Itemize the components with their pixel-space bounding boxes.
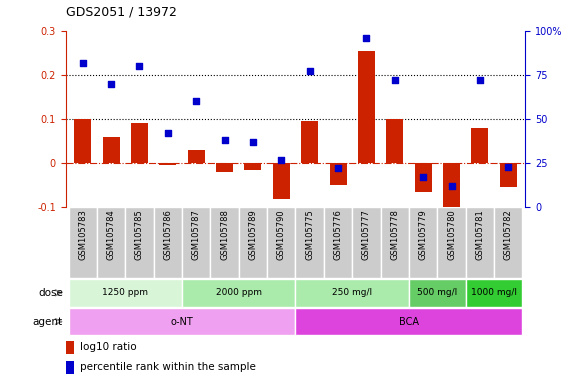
Text: GSM105779: GSM105779 [419, 210, 428, 260]
Text: GSM105777: GSM105777 [362, 210, 371, 260]
Text: o-NT: o-NT [171, 316, 194, 327]
Text: GDS2051 / 13972: GDS2051 / 13972 [66, 6, 176, 19]
Text: GSM105782: GSM105782 [504, 210, 513, 260]
Text: GSM105776: GSM105776 [333, 210, 343, 260]
Point [390, 77, 399, 83]
Point [163, 130, 172, 136]
Bar [103, 137, 119, 163]
Bar [182, 279, 296, 306]
Point [220, 137, 229, 143]
Bar [154, 207, 182, 278]
Text: 1250 ppm: 1250 ppm [102, 288, 148, 297]
Point [333, 166, 343, 172]
Text: GSM105787: GSM105787 [192, 210, 200, 260]
Bar [358, 51, 375, 163]
Point [305, 68, 314, 74]
Point [192, 98, 201, 104]
Text: GSM105778: GSM105778 [391, 210, 399, 260]
Point [362, 35, 371, 41]
Bar [296, 207, 324, 278]
Text: GSM105790: GSM105790 [277, 210, 286, 260]
Bar [66, 361, 74, 374]
Text: GSM105788: GSM105788 [220, 210, 229, 260]
Text: GSM105781: GSM105781 [476, 210, 484, 260]
Text: GSM105783: GSM105783 [78, 210, 87, 260]
Point [135, 63, 144, 69]
Text: log10 ratio: log10 ratio [80, 343, 137, 353]
Bar [352, 207, 381, 278]
Text: percentile rank within the sample: percentile rank within the sample [80, 362, 256, 372]
Text: BCA: BCA [399, 316, 419, 327]
Text: 250 mg/l: 250 mg/l [332, 288, 372, 297]
Bar [216, 163, 233, 172]
Text: 500 mg/l: 500 mg/l [417, 288, 457, 297]
Text: GSM105780: GSM105780 [447, 210, 456, 260]
Bar [409, 207, 437, 278]
Point [248, 139, 258, 145]
Point [504, 164, 513, 170]
Text: 1000 mg/l: 1000 mg/l [471, 288, 517, 297]
Bar [500, 163, 517, 187]
Bar [381, 207, 409, 278]
Bar [296, 308, 522, 336]
Bar [131, 124, 148, 163]
Text: GSM105789: GSM105789 [248, 210, 258, 260]
Point [475, 77, 484, 83]
Bar [296, 279, 409, 306]
Bar [188, 150, 204, 163]
Point [107, 81, 116, 87]
Bar [329, 163, 347, 185]
Bar [494, 207, 522, 278]
Bar [210, 207, 239, 278]
Bar [387, 119, 403, 163]
Bar [125, 207, 154, 278]
Text: 2000 ppm: 2000 ppm [216, 288, 262, 297]
Text: GSM105785: GSM105785 [135, 210, 144, 260]
Bar [409, 279, 466, 306]
Text: agent: agent [33, 316, 63, 327]
Bar [472, 128, 488, 163]
Bar [466, 207, 494, 278]
Bar [69, 279, 182, 306]
Bar [182, 207, 210, 278]
Point [447, 183, 456, 189]
Text: GSM105775: GSM105775 [305, 210, 314, 260]
Bar [244, 163, 262, 170]
Bar [159, 163, 176, 166]
Point [277, 157, 286, 163]
Bar [437, 207, 466, 278]
Bar [466, 279, 522, 306]
Bar [97, 207, 125, 278]
Bar [273, 163, 290, 199]
Bar [443, 163, 460, 207]
Bar [415, 163, 432, 192]
Bar [301, 121, 318, 163]
Text: GSM105784: GSM105784 [107, 210, 115, 260]
Bar [267, 207, 296, 278]
Point [419, 174, 428, 180]
Bar [324, 207, 352, 278]
Bar [69, 207, 97, 278]
Point [78, 60, 87, 66]
Bar [239, 207, 267, 278]
Bar [66, 341, 74, 354]
Text: GSM105786: GSM105786 [163, 210, 172, 260]
Bar [74, 119, 91, 163]
Bar [69, 308, 296, 336]
Text: dose: dose [38, 288, 63, 298]
